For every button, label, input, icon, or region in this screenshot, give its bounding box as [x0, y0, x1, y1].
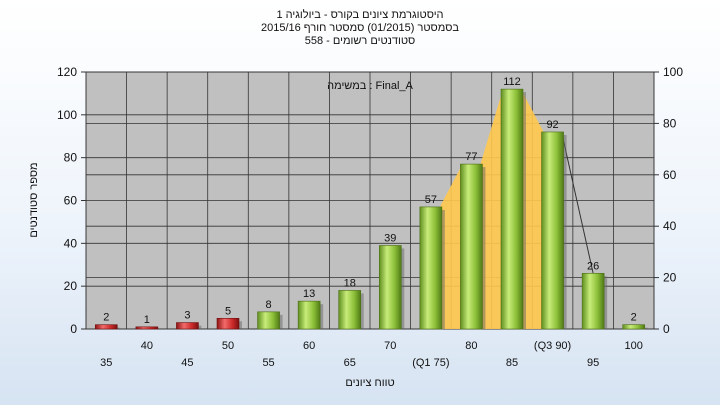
quartile-band	[421, 89, 562, 329]
y2-tick-label: 20	[663, 271, 677, 285]
chart-title-line-2: בסמסטר (01/2015) סמסטר חורף 2015/16	[260, 22, 460, 34]
bar-60	[297, 300, 321, 330]
y-tick-label: 120	[57, 65, 77, 79]
y-tick-label: 100	[57, 108, 77, 122]
bar-value-label: 57	[425, 194, 437, 206]
bar-100	[622, 324, 646, 330]
bar-value-label: 1	[144, 314, 150, 326]
bar-65	[338, 290, 362, 330]
x-tick-label: 95	[587, 357, 599, 369]
chart-annotation: במשימה : Final_A	[327, 80, 413, 92]
bar-value-label: 2	[103, 312, 109, 324]
bar-value-label: 13	[303, 288, 315, 300]
bars-layer	[94, 88, 648, 330]
bar-(Q1 75)	[419, 206, 443, 330]
bar-value-label: 77	[465, 151, 477, 163]
x-tick-label: 60	[303, 340, 315, 352]
y2-tick-label: 40	[663, 219, 677, 233]
y2-tick-label: 80	[663, 116, 677, 130]
bar-value-label: 8	[266, 299, 272, 311]
bar-(Q3 90)	[541, 131, 564, 330]
y-axis-title: מספר סטודנטים	[28, 162, 40, 237]
x-tick-label: 100	[625, 340, 643, 352]
bar-50	[216, 317, 240, 330]
x-tick-label: 65	[344, 357, 356, 369]
x-tick-label: 40	[141, 340, 153, 352]
y-tick-label: 0	[70, 322, 77, 336]
bar-value-label: 39	[384, 232, 396, 244]
x-tick-label: 35	[100, 357, 112, 369]
bar-value-label: 112	[503, 76, 521, 88]
bar-45	[176, 322, 199, 330]
x-tick-label: (Q1 75)	[412, 357, 449, 369]
x-axis-title: טווח ציונים	[345, 377, 394, 389]
x-tick-label: 55	[262, 357, 274, 369]
chart-title-line-3: סטודנטים רשומים - 558	[304, 35, 416, 47]
x-tick-label: 80	[465, 340, 477, 352]
bar-value-label: 92	[546, 119, 558, 131]
bar-value-label: 2	[631, 312, 637, 324]
bar-value-label: 26	[587, 260, 599, 272]
bar-55	[257, 311, 280, 330]
bar-value-label: 5	[225, 305, 231, 317]
bar-40	[135, 326, 159, 330]
y2-tick-label: 60	[663, 168, 677, 182]
y-tick-label: 40	[64, 236, 78, 250]
x-tick-label: 85	[506, 357, 518, 369]
bar-35	[94, 324, 118, 330]
x-tick-label: 45	[181, 357, 193, 369]
y-tick-label: 20	[64, 279, 78, 293]
x-tick-label: 70	[384, 340, 396, 352]
bar-80	[460, 163, 483, 330]
bar-value-label: 18	[344, 277, 356, 289]
bar-85	[500, 88, 524, 330]
x-tick-label: (Q3 90)	[534, 340, 571, 352]
x-tick-label: 50	[222, 340, 234, 352]
axes-layer: 0204060801001200204060801003540455055606…	[57, 65, 683, 369]
bar-95	[581, 273, 605, 330]
y-tick-label: 60	[64, 194, 78, 208]
y2-tick-label: 100	[663, 65, 683, 79]
y2-tick-label: 0	[663, 322, 670, 336]
bar-value-label: 3	[184, 310, 190, 322]
chart-title-line-1: היסטוגרמת ציונים בקורס - ביולוגיה 1	[276, 9, 444, 21]
bar-70	[378, 245, 402, 330]
trend-line	[561, 131, 594, 274]
y-tick-label: 80	[64, 151, 78, 165]
quartile-band-layer	[421, 89, 594, 329]
